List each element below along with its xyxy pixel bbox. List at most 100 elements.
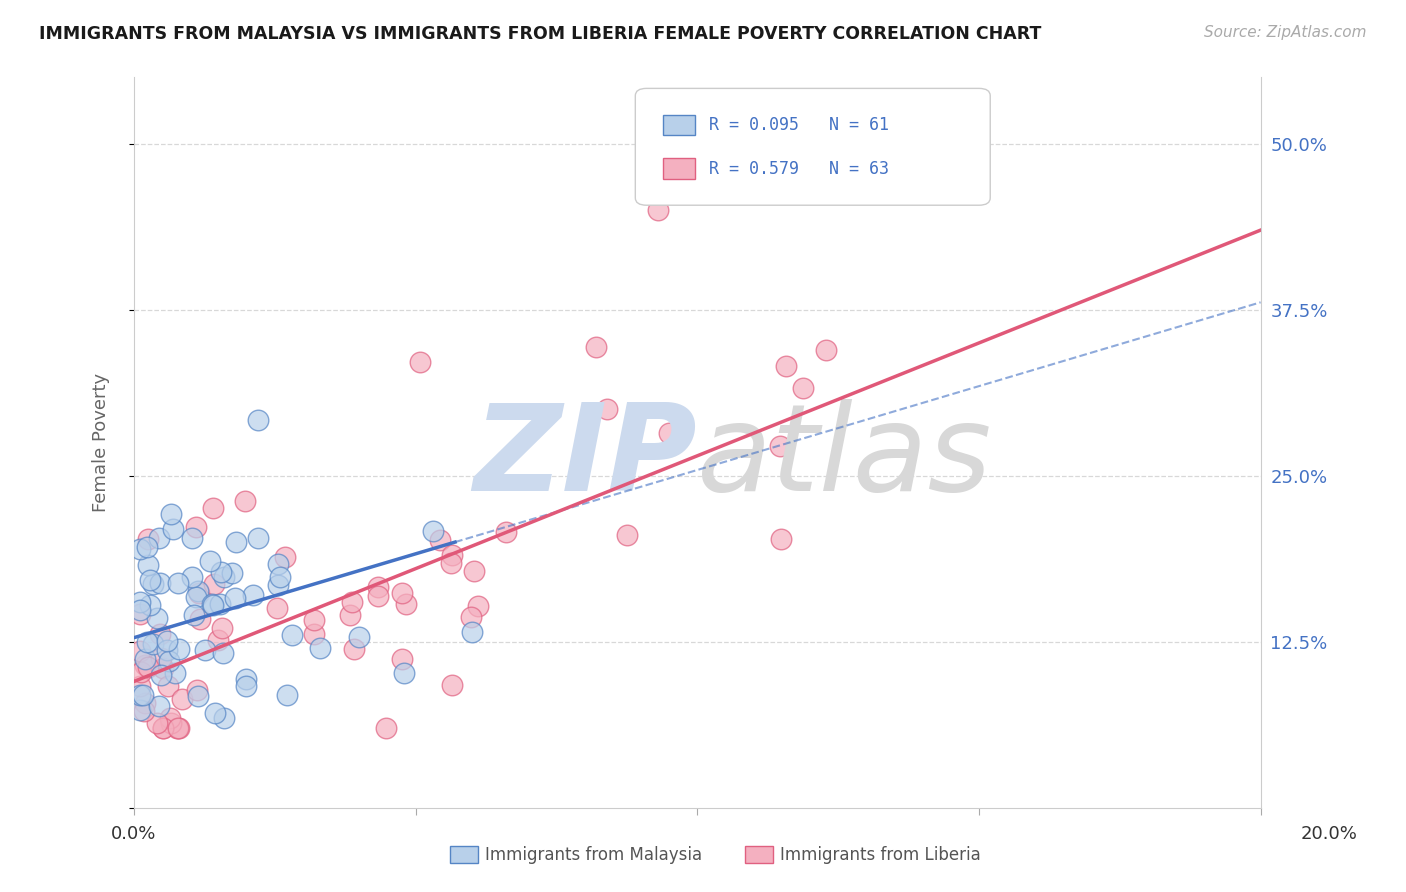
Point: [149, 626, 172, 640]
Y-axis label: Female Poverty: Female Poverty: [93, 373, 110, 512]
FancyBboxPatch shape: [664, 115, 695, 135]
Text: Immigrants from Liberia: Immigrants from Liberia: [780, 846, 981, 863]
Point: [467, 599, 489, 613]
Point: [187, 583, 209, 598]
Point: [246, 413, 269, 427]
Point: [304, 627, 326, 641]
Point: [409, 355, 432, 369]
Point: [159, 711, 181, 725]
Point: [460, 610, 482, 624]
Point: [142, 637, 165, 651]
Point: [209, 565, 232, 579]
Point: [463, 564, 485, 578]
Point: [212, 570, 235, 584]
Point: [208, 597, 231, 611]
Point: [770, 532, 793, 546]
Point: [367, 589, 389, 603]
Point: [201, 501, 224, 516]
Point: [148, 531, 170, 545]
Point: [156, 634, 179, 648]
Point: [186, 591, 208, 605]
Point: [156, 679, 179, 693]
Point: [128, 688, 150, 702]
Point: [188, 612, 211, 626]
Point: [276, 688, 298, 702]
Point: [150, 668, 173, 682]
Point: [246, 531, 269, 545]
Point: [142, 577, 165, 591]
Point: [145, 611, 167, 625]
Point: [138, 558, 160, 572]
Point: [183, 607, 205, 622]
Point: [349, 630, 371, 644]
Point: [775, 359, 797, 374]
Point: [658, 425, 681, 440]
Point: [180, 570, 202, 584]
Point: [440, 548, 463, 562]
Text: 0.0%: 0.0%: [111, 825, 156, 843]
Point: [198, 553, 221, 567]
Point: [184, 520, 207, 534]
Point: [211, 621, 233, 635]
Point: [422, 524, 444, 538]
Point: [201, 598, 224, 612]
Point: [308, 640, 330, 655]
Point: [167, 721, 190, 735]
Point: [596, 401, 619, 416]
Point: [201, 597, 224, 611]
Point: [128, 607, 150, 621]
Point: [128, 679, 150, 693]
Point: [269, 570, 291, 584]
FancyBboxPatch shape: [664, 159, 695, 179]
Point: [792, 381, 814, 395]
Point: [339, 608, 361, 623]
Point: [280, 628, 302, 642]
Point: [170, 691, 193, 706]
Point: [146, 716, 169, 731]
Point: [129, 703, 152, 717]
Point: [167, 576, 190, 591]
Point: [233, 494, 256, 508]
Point: [274, 549, 297, 564]
Point: [235, 672, 257, 686]
Point: [394, 665, 416, 680]
Point: [440, 556, 463, 570]
Point: [128, 603, 150, 617]
Text: IMMIGRANTS FROM MALAYSIA VS IMMIGRANTS FROM LIBERIA FEMALE POVERTY CORRELATION C: IMMIGRANTS FROM MALAYSIA VS IMMIGRANTS F…: [39, 25, 1042, 43]
Point: [204, 706, 226, 720]
Point: [188, 586, 211, 600]
Point: [132, 704, 155, 718]
Point: [429, 533, 451, 548]
Point: [149, 650, 172, 665]
FancyBboxPatch shape: [636, 88, 990, 205]
Point: [461, 625, 484, 640]
Point: [441, 678, 464, 692]
Point: [187, 689, 209, 703]
Point: [148, 698, 170, 713]
Point: [647, 203, 669, 218]
Point: [139, 598, 162, 612]
Point: [136, 660, 159, 674]
Point: [139, 573, 162, 587]
Point: [134, 652, 156, 666]
Point: [202, 577, 225, 591]
Point: [163, 666, 186, 681]
Point: [136, 532, 159, 546]
Point: [391, 652, 413, 666]
Point: [128, 594, 150, 608]
Point: [136, 540, 159, 554]
Point: [242, 588, 264, 602]
Point: [367, 580, 389, 594]
Point: [267, 577, 290, 591]
Point: [340, 595, 363, 609]
Point: [769, 439, 792, 453]
Point: [224, 591, 246, 605]
Point: [814, 343, 837, 358]
Point: [235, 679, 257, 693]
Point: [152, 721, 174, 735]
Point: [136, 635, 159, 649]
Point: [157, 654, 180, 668]
Text: R = 0.579   N = 63: R = 0.579 N = 63: [709, 160, 889, 178]
Text: R = 0.095   N = 61: R = 0.095 N = 61: [709, 116, 889, 134]
Point: [207, 633, 229, 648]
